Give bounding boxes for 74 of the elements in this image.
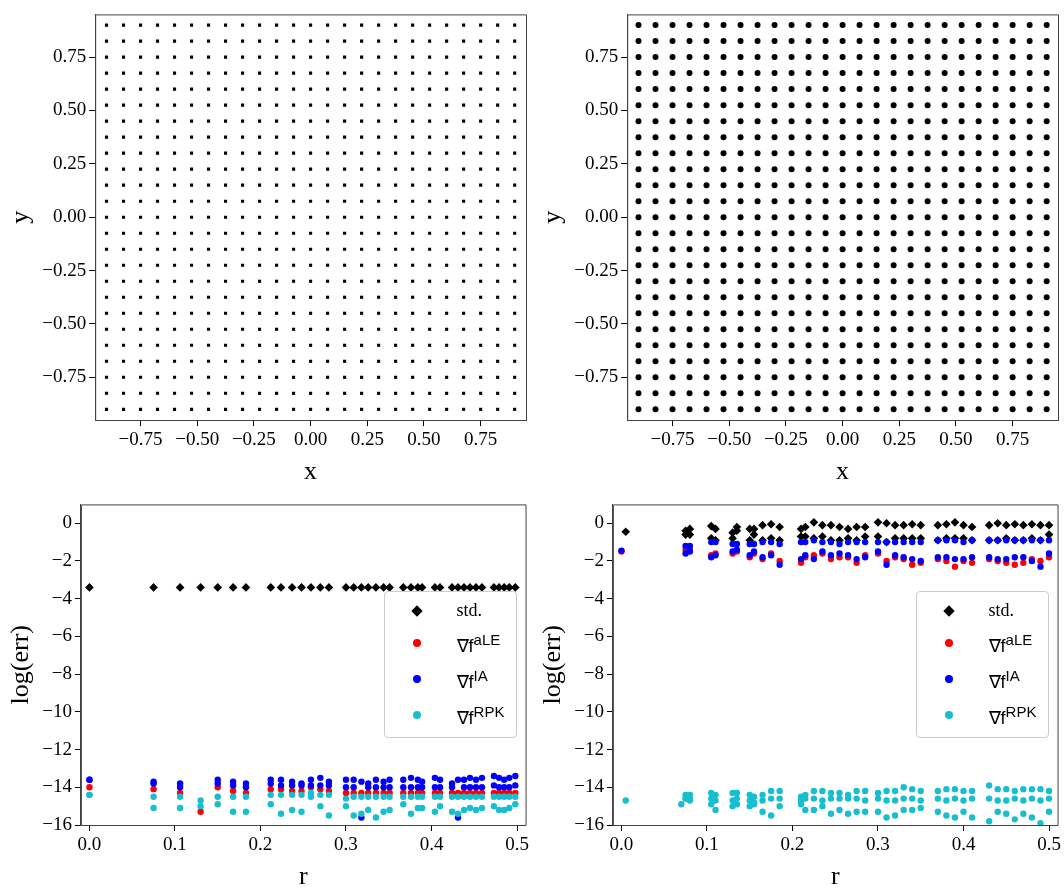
x-tick-label: 0.75 [464,428,498,450]
y-tick-label: −16 [42,812,72,834]
legend-label: ∇f$^{aLE}$ [988,630,1033,659]
y-tick-label: −8 [51,662,72,684]
y-axis-title: y [5,210,35,224]
x-tick-label: −0.25 [231,428,276,450]
y-tick-label: −0.75 [574,365,619,387]
x-tick-label: 0.1 [695,833,719,855]
x-tick-label: 0.25 [350,428,384,450]
x-tick-label: 0.75 [996,428,1030,450]
y-tick-label: 0 [594,511,604,533]
y-tick-label: −0.50 [42,311,87,333]
x-tick-label: 0.50 [939,428,973,450]
x-axis-title: x [836,456,850,486]
x-tick-label: 0.1 [163,833,187,855]
y-tick-label: −6 [51,624,72,646]
y-tick-label: −14 [574,775,605,797]
y-tick-label: 0.50 [584,98,619,120]
legend-label: std. [456,599,483,623]
y-tick-label: −12 [574,737,604,759]
y-tick-label: 0.75 [52,45,87,67]
legend-label: ∇f$^{IA}$ [988,666,1020,695]
y-tick-label: 0.50 [52,98,87,120]
y-tick-label: −4 [583,586,605,608]
x-tick-label: −0.75 [650,428,695,450]
y-tick-label: 0.25 [52,151,87,173]
y-axis-title: y [537,210,567,224]
x-tick-label: 0.3 [866,833,890,855]
y-tick-label: 0.75 [584,45,619,67]
x-tick-label: 0.2 [248,833,273,855]
y-tick-label: −10 [574,699,604,721]
y-axis-title: log(err) [537,625,567,705]
x-tick-label: 0.50 [407,428,441,450]
y-axis-title: log(err) [5,625,35,705]
x-axis-title: r [298,861,308,891]
x-axis-title: r [830,861,840,891]
legend-label: ∇f$^{RPK}$ [456,702,505,731]
x-tick-label: 0.4 [419,833,444,855]
y-tick-label: −4 [51,586,73,608]
y-tick-label: 0.00 [584,205,619,227]
legend-label: ∇f$^{RPK}$ [988,702,1037,731]
x-tick-label: 0.0 [609,833,634,855]
x-tick-label: 0.00 [293,428,328,450]
y-tick-label: −16 [574,812,604,834]
y-tick-label: −0.25 [574,258,619,280]
y-tick-label: −10 [42,699,72,721]
y-tick-label: −6 [583,624,604,646]
x-tick-label: 0.25 [882,428,916,450]
x-tick-label: 0.5 [1037,833,1061,855]
legend-label: std. [988,599,1015,623]
x-tick-label: 0.2 [780,833,805,855]
y-tick-label: −0.75 [42,365,87,387]
x-tick-label: −0.50 [175,428,220,450]
y-tick-label: −0.25 [42,258,87,280]
x-tick-label: −0.25 [763,428,808,450]
legend-label: ∇f$^{aLE}$ [456,630,501,659]
y-tick-label: −12 [42,737,72,759]
x-tick-label: 0.3 [334,833,358,855]
x-tick-label: 0.5 [505,833,529,855]
y-tick-label: −2 [583,548,604,570]
x-tick-label: 0.0 [77,833,102,855]
y-tick-label: −14 [42,775,73,797]
x-tick-label: 0.00 [825,428,860,450]
y-tick-label: −0.50 [574,311,619,333]
x-tick-label: −0.50 [707,428,752,450]
x-tick-label: 0.4 [951,833,976,855]
legend-label: ∇f$^{IA}$ [456,666,488,695]
y-tick-label: 0 [62,511,72,533]
y-tick-label: −2 [51,548,72,570]
y-tick-label: −8 [583,662,604,684]
y-tick-label: 0.00 [52,205,87,227]
y-tick-label: 0.25 [584,151,619,173]
x-tick-label: −0.75 [118,428,163,450]
x-axis-title: x [304,456,318,486]
